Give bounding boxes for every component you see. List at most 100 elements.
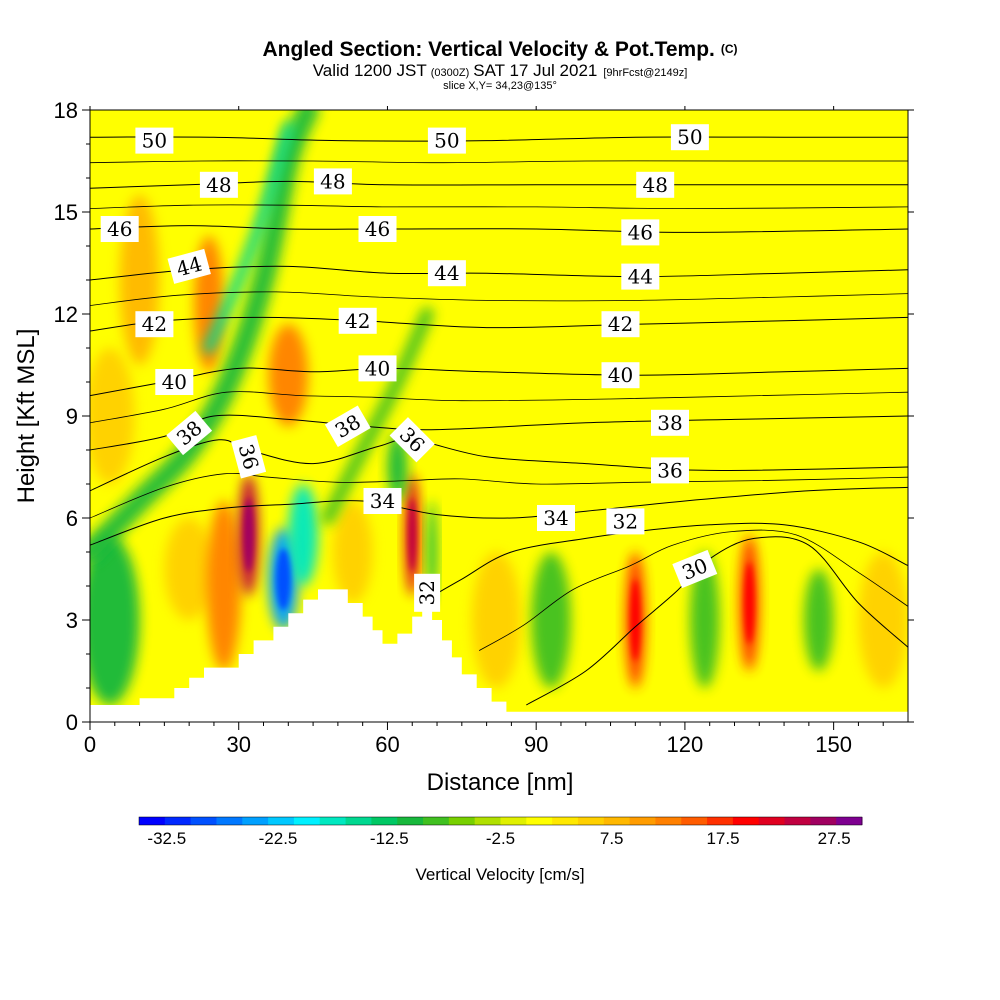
isentrope-line [90,136,908,142]
colorbar-swatch [164,817,192,825]
colorbar-swatch [474,817,501,825]
x-tick-label: 150 [815,732,852,757]
isentrope-label: 34 [363,488,402,514]
isentrope-label: 46 [100,216,139,242]
isentrope-line [90,486,908,546]
isentrope-label-bg [414,573,441,612]
y-tick-label: 18 [54,98,78,123]
colorbar-swatch [681,817,708,825]
colorbar-swatch [629,817,656,825]
isentrope-label-text: 34 [370,489,395,513]
isentrope-label-bg [621,263,660,290]
isentrope-label-text: 44 [628,265,653,289]
isentrope-label-bg [324,405,371,447]
colorbar-swatch [268,817,295,825]
colorbar-swatch [836,817,863,825]
velocity-core [243,498,254,572]
isentrope-label-bg [601,311,640,338]
isentrope-layer [90,136,908,706]
colorbar-swatch [526,817,553,825]
isentrope-label-text: 40 [608,363,633,387]
isentrope-label-bg [672,549,718,589]
isentrope-label-bg [167,248,211,284]
isentrope-label-text: 50 [142,129,167,153]
isentrope-label-text: 46 [628,220,653,244]
isentrope-label: 50 [427,127,466,154]
isentrope-label-bg [231,435,267,479]
colorbar-swatch [216,817,243,825]
isentrope-line [90,316,908,332]
isentrope-label-bg [338,307,377,334]
isentrope-label-bg [427,260,466,287]
isentrope-label-text: 42 [142,312,167,336]
colorbar-swatch [345,817,372,825]
y-tick-label: 6 [66,506,78,531]
chart-title: Angled Section: Vertical Velocity & Pot.… [262,38,737,61]
isentrope-label-bg [135,311,174,338]
terrain-layer [90,589,908,722]
velocity-region [90,535,140,705]
velocity-region [332,501,373,603]
velocity-region [90,348,135,484]
colorbar-frame [138,816,863,826]
isentrope-label-bg [363,488,402,514]
isentrope-label-bg [135,127,174,154]
isentrope-label-bg [537,505,575,531]
colorbar-swatch [577,817,605,825]
valid-date: SAT 17 Jul 2021 [473,61,597,80]
isentrope-label-bg [166,410,213,456]
velocity-band-layer [90,110,435,563]
isentrope-label: 32 [606,508,645,535]
isentrope-label-text: 48 [320,169,345,193]
colorbar-swatch [397,817,424,825]
colorbar-swatch [423,817,450,825]
chart-title-unit: (C) [721,42,738,56]
isentrope-label-bg [155,369,194,395]
colorbar-swatch [500,817,527,825]
isentrope-label: 46 [621,219,660,246]
isentrope-line [90,204,908,210]
colorbar: -32.5 -22.5 -12.5 -2.5 7.5 17.5 27.5 [138,816,863,848]
isentrope-label-bg [670,124,709,151]
isentrope-label-bg [651,409,689,436]
isentrope-label-text: 42 [608,312,633,336]
isentrope-label-bg [621,219,660,246]
isentrope-label: 38 [651,409,689,436]
isentrope-label: 40 [358,355,397,382]
isentrope-label-text: 46 [365,217,390,241]
colorbar-swatch [784,817,811,825]
isentrope-label: 40 [155,369,194,395]
isentrope-label-text: 38 [657,411,682,435]
colorbar-swatch [603,817,631,825]
isentrope-label-text: 40 [162,370,187,394]
velocity-region [206,501,242,671]
colorbar-tick-label: -12.5 [370,829,409,848]
velocity-band [90,110,320,563]
velocity-core [744,562,755,644]
velocity-region [164,518,214,620]
colorbar-swatch [655,817,682,825]
velocity-band [321,307,435,525]
isentrope-label-bg [427,127,466,154]
velocity-region [268,324,309,427]
y-tick-label: 0 [66,710,78,735]
velocity-core [408,498,416,572]
colorbar-swatch [448,817,476,825]
velocity-region [803,569,834,671]
isentrope-label-bg [636,171,675,198]
x-tick-label: 90 [524,732,548,757]
colorbar-swatch [810,817,837,825]
isentrope-label: 40 [601,362,640,389]
colorbar-tick-label: 17.5 [706,829,739,848]
isentrope-label: 46 [358,216,397,242]
isentrope-label: 44 [621,263,660,290]
isentrope-label-bg [606,508,645,535]
isentrope-label-text: 50 [434,129,459,153]
isentrope-label-bg [358,216,397,242]
colorbar-tick-label: -32.5 [147,829,186,848]
velocity-region [387,433,408,501]
isentrope-label-text: 32 [415,580,439,605]
colorbar-swatch [190,817,217,825]
